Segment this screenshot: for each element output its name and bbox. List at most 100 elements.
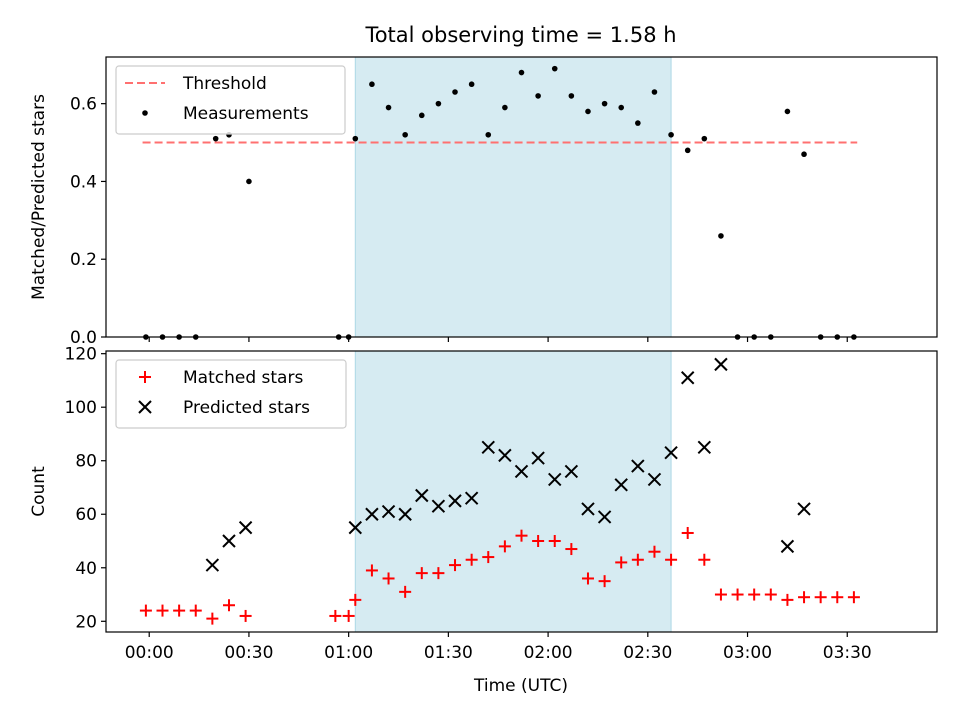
- data-point: [432, 567, 445, 580]
- data-point: [647, 472, 662, 487]
- data-point: [601, 100, 608, 107]
- y-tick-label: 0.6: [70, 95, 97, 115]
- y-tick-label: 0.4: [70, 172, 97, 192]
- data-point: [714, 588, 727, 601]
- data-point: [481, 440, 495, 455]
- data-point: [212, 135, 219, 142]
- y-tick-label: 100: [65, 398, 97, 418]
- data-point: [464, 491, 479, 505]
- data-point: [369, 81, 375, 88]
- data-point: [222, 599, 235, 612]
- data-point: [352, 135, 359, 142]
- data-point: [222, 534, 236, 548]
- data-point: [684, 147, 691, 154]
- series-matched-stars: [139, 526, 860, 625]
- data-point: [514, 464, 529, 479]
- data-point: [551, 65, 558, 72]
- data-point: [697, 440, 712, 455]
- data-point: [349, 593, 362, 606]
- data-point: [385, 104, 392, 111]
- data-point: [631, 459, 645, 473]
- data-point: [381, 504, 396, 519]
- legend-swatch: [138, 400, 152, 414]
- data-point: [548, 535, 561, 548]
- data-point: [452, 89, 458, 95]
- x-tick-label: 00:30: [224, 643, 273, 663]
- legend-label: Threshold: [182, 74, 267, 94]
- plot-frame: [105, 56, 938, 338]
- data-point: [847, 591, 860, 604]
- data-point: [482, 551, 495, 564]
- data-point: [238, 520, 253, 535]
- data-point: [814, 591, 827, 604]
- data-point: [205, 558, 220, 572]
- data-point: [718, 233, 724, 239]
- data-point: [781, 593, 794, 606]
- data-point: [635, 120, 641, 126]
- data-point: [246, 178, 252, 185]
- legend-label: Predicted stars: [183, 398, 310, 418]
- legend-swatch: [139, 371, 151, 383]
- data-point: [714, 357, 728, 372]
- data-point: [651, 89, 658, 95]
- data-point: [784, 108, 791, 115]
- data-point: [564, 464, 579, 479]
- data-point: [598, 575, 611, 588]
- data-point: [698, 553, 711, 566]
- data-point: [535, 93, 541, 99]
- data-point: [798, 591, 811, 604]
- data-point: [415, 488, 429, 503]
- x-tick-label: 02:30: [623, 643, 672, 663]
- data-point: [680, 371, 695, 385]
- data-point: [681, 526, 694, 539]
- data-point: [581, 502, 595, 516]
- legend: Matched stars Predicted stars: [115, 359, 347, 429]
- data-point: [665, 553, 678, 566]
- data-point: [402, 131, 408, 138]
- data-point: [206, 612, 219, 625]
- legend-box: [115, 359, 347, 429]
- data-point: [448, 494, 462, 508]
- data-point: [449, 559, 462, 572]
- x-tick-label: 01:00: [324, 643, 373, 663]
- data-point: [797, 502, 811, 516]
- data-point: [568, 93, 575, 99]
- data-point: [382, 572, 395, 585]
- data-point: [468, 81, 475, 88]
- data-point: [398, 507, 412, 521]
- data-point: [585, 108, 591, 115]
- data-point: [435, 100, 442, 107]
- shaded-interval: [355, 57, 672, 337]
- x-tick-label: 00:00: [125, 643, 174, 663]
- data-point: [748, 588, 761, 601]
- y-tick-label: 120: [65, 345, 97, 365]
- data-point: [139, 604, 152, 617]
- x-tick-label: 01:30: [424, 643, 473, 663]
- data-point: [531, 451, 545, 465]
- data-point: [498, 448, 512, 463]
- data-point: [597, 510, 612, 524]
- data-point: [631, 553, 644, 566]
- data-point: [399, 585, 412, 598]
- data-point: [156, 604, 169, 617]
- data-point: [418, 112, 425, 119]
- data-point: [329, 609, 342, 622]
- series-predicted-stars: [205, 357, 811, 572]
- shaded-interval: [355, 351, 672, 632]
- data-point: [189, 604, 202, 617]
- top-panel: 0.0 0.2 0.4 0.6 Matched/Predicted stars Thres…: [29, 56, 938, 348]
- y-tick-label: 0.0: [70, 328, 97, 348]
- data-point: [780, 539, 795, 554]
- data-point: [581, 572, 594, 585]
- data-point: [515, 529, 528, 542]
- y-axis-label: Count: [29, 466, 49, 517]
- bottom-panel: 20 40 60 80 100 120 00:00 00:30 01:00 01:30 02:00 0…: [29, 345, 938, 663]
- data-point: [648, 545, 661, 558]
- y-tick-label: 20: [75, 612, 97, 632]
- legend-box: [115, 65, 346, 135]
- data-point: [618, 104, 625, 111]
- data-point: [502, 104, 508, 111]
- data-point: [173, 604, 186, 617]
- data-point: [485, 131, 492, 138]
